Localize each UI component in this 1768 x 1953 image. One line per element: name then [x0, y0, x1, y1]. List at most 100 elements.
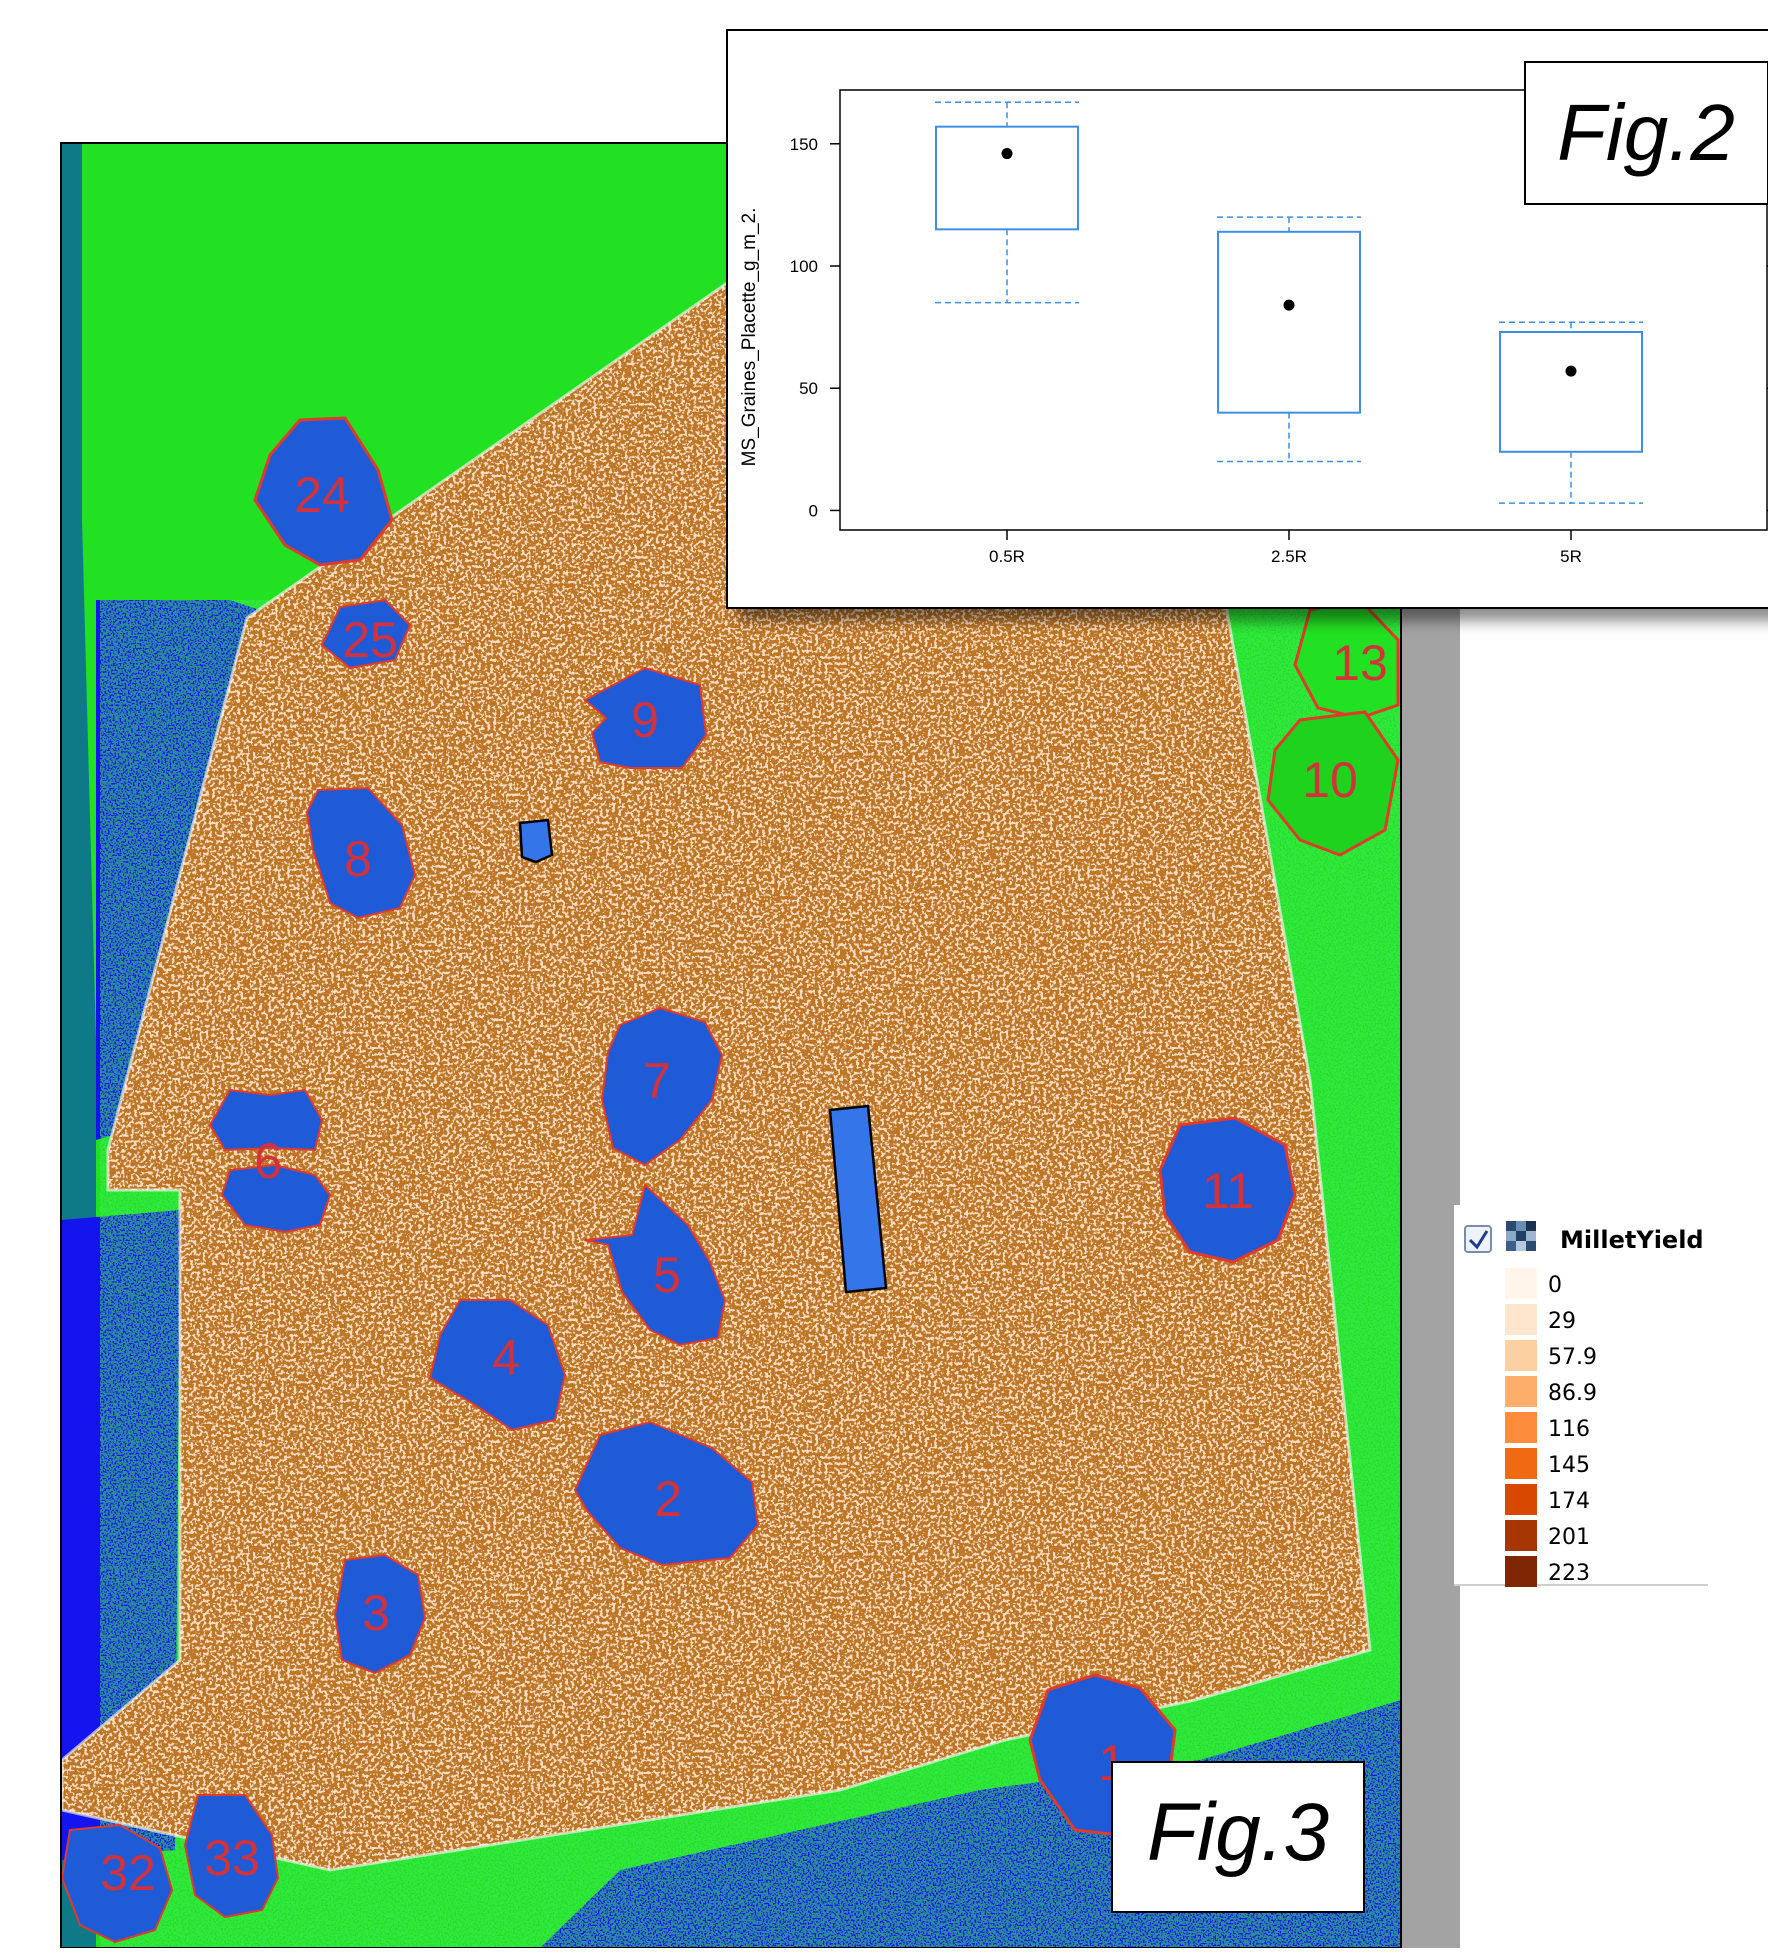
yield-map: 24 25 9 13 10 8 7 6	[61, 143, 1401, 1948]
legend-value: 223	[1548, 1561, 1590, 1586]
legend-swatch	[1505, 1376, 1537, 1407]
tree-crown	[600, 1006, 724, 1167]
legend-item: 57.9	[1505, 1340, 1597, 1371]
fig3-label: Fig.3	[1147, 1787, 1329, 1878]
legend-item: 116	[1505, 1412, 1590, 1443]
legend-title: MilletYield	[1560, 1226, 1704, 1254]
fig2-label: Fig.2	[1557, 88, 1735, 177]
legend-swatch	[1505, 1304, 1537, 1335]
iqr-box	[935, 125, 1079, 231]
fig3-label-frame	[1111, 1761, 1365, 1913]
zone-label: 33	[204, 1830, 260, 1886]
legend-swatch	[1505, 1556, 1537, 1587]
legend-item: 86.9	[1505, 1376, 1597, 1407]
tree-zone-10: 10	[1266, 710, 1400, 857]
zone-label: 9	[631, 692, 659, 748]
legend-swatch	[1505, 1484, 1537, 1515]
box-5R	[1499, 321, 1643, 504]
legend-value: 57.9	[1548, 1345, 1597, 1370]
tree-crown-upper	[208, 1088, 324, 1152]
mean-point	[1565, 365, 1577, 377]
tree-crown	[428, 1299, 567, 1432]
tree-zone-25: 25	[320, 598, 412, 670]
boxplot-panel: 0 50 100 150 0.5R 2.5R 5R MS_Graines_Placette_…	[726, 29, 1768, 609]
fig3-label-box: Fig.3	[1111, 1761, 1365, 1913]
legend-value: 29	[1548, 1309, 1576, 1334]
tree-zone-13: 13	[1293, 598, 1400, 720]
zone-label: 25	[342, 612, 398, 668]
tree-zone-4: 4	[428, 1299, 567, 1432]
zone-label: 13	[1332, 635, 1388, 691]
raster-layer-icon	[1506, 1221, 1536, 1251]
legend-swatch	[1505, 1412, 1537, 1443]
legend-swatch	[1505, 1340, 1537, 1371]
map-shadow-strip	[1402, 600, 1460, 1948]
legend-item: 201	[1505, 1520, 1590, 1551]
tree-crown	[1266, 710, 1400, 857]
legend-value: 145	[1548, 1453, 1590, 1478]
iqr-box	[1217, 230, 1361, 414]
legend-background	[1454, 1205, 1708, 1585]
tree-crown	[1158, 1116, 1297, 1264]
legend-item: 29	[1505, 1304, 1576, 1335]
legend-value: 174	[1548, 1489, 1590, 1514]
checkmark-icon	[1468, 1230, 1489, 1250]
zone-label: 32	[100, 1845, 156, 1901]
legend-checkbox[interactable]	[1464, 1225, 1492, 1253]
tree-zone-7: 7	[600, 1006, 724, 1167]
zone-label: 7	[643, 1053, 671, 1109]
zone-label: 6	[254, 1133, 282, 1189]
y-axis-label: MS_Graines_Placette_g_m_2.	[739, 208, 760, 467]
tree-crown	[573, 1420, 760, 1567]
zone-label: 4	[492, 1330, 520, 1386]
y-tick-label: 150	[790, 135, 818, 154]
tree-crown	[253, 416, 394, 567]
tree-zone-32: 32	[61, 1823, 174, 1944]
tree-crown	[583, 666, 708, 769]
legend-item: 174	[1505, 1484, 1590, 1515]
tree-zone-2: 2	[573, 1420, 760, 1567]
y-tick-label: 50	[799, 379, 818, 398]
mean-point	[1283, 299, 1295, 311]
tree-crown	[584, 1183, 727, 1347]
tree-crown-lower	[220, 1163, 332, 1234]
zone-label: 3	[362, 1585, 390, 1641]
x-tick-label: 5R	[1560, 547, 1582, 566]
fig2-label-frame	[1524, 61, 1768, 205]
boxplot-layer: 0 50 100 150 0.5R 2.5R 5R	[790, 101, 1768, 566]
plot-area-frame	[839, 89, 1768, 531]
zone-label: 24	[294, 467, 350, 523]
legend-value: 0	[1548, 1273, 1562, 1298]
tree-zone-8: 8	[305, 786, 417, 920]
tree-crown	[320, 598, 412, 670]
legend-swatch	[1505, 1448, 1537, 1479]
mean-point	[1001, 148, 1013, 160]
reference-plot-rectangle	[828, 1104, 888, 1294]
tree-zone-11: 11	[1158, 1116, 1297, 1264]
legend-value: 201	[1548, 1525, 1590, 1550]
legend-item: 0	[1505, 1268, 1562, 1299]
x-tick-label: 2.5R	[1271, 547, 1307, 566]
tree-zone-9: 9	[583, 666, 708, 769]
iqr-box	[1499, 331, 1643, 453]
legend-items: 0 29 57.9 86.9 116 145 174 201 223	[1505, 1268, 1597, 1587]
legend-item: 145	[1505, 1448, 1590, 1479]
legend-value: 116	[1548, 1417, 1590, 1442]
reference-plot-small	[518, 818, 554, 864]
legend-swatch	[1505, 1520, 1537, 1551]
fig2-label-box: Fig.2	[1524, 61, 1768, 205]
tree-crown	[305, 786, 417, 920]
zone-label: 10	[1302, 752, 1358, 808]
layer-legend: MilletYield 0 29 57.9 86.9 116 145 174 201 223	[1454, 1205, 1708, 1587]
tree-zone-3: 3	[333, 1553, 427, 1675]
zone-label: 8	[344, 831, 372, 887]
zone-label: 11	[1202, 1163, 1254, 1219]
legend-swatch	[1505, 1268, 1537, 1299]
y-tick-label: 100	[790, 257, 818, 276]
legend-value: 86.9	[1548, 1381, 1597, 1406]
zone-label: 2	[654, 1471, 682, 1527]
zone-label: 5	[653, 1247, 681, 1303]
tree-crown	[333, 1553, 427, 1675]
